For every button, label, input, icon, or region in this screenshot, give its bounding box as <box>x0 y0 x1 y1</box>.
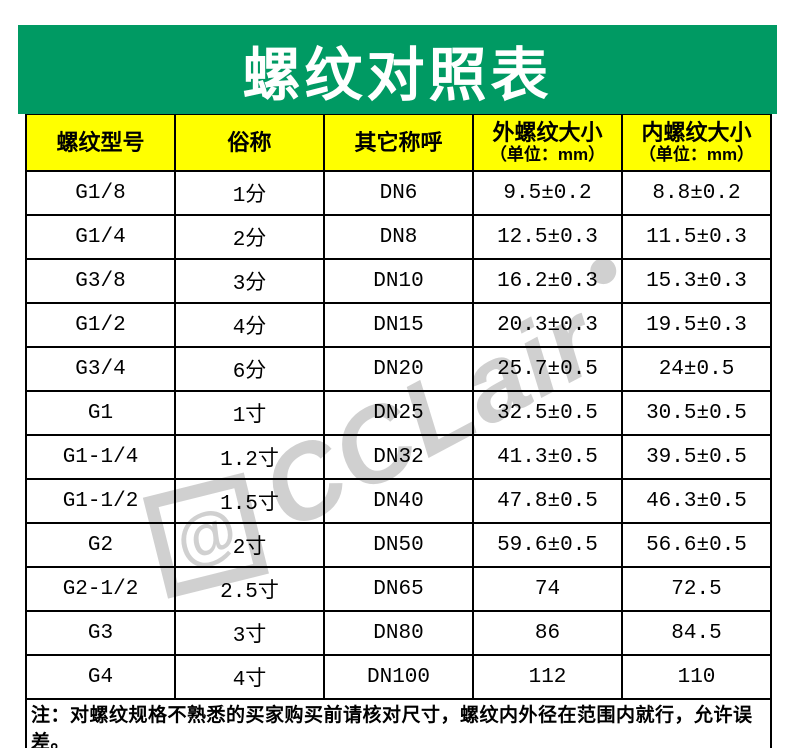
col-header-external-size: 外螺纹大小 （单位：mm） <box>472 113 623 172</box>
cell-model: G3 <box>25 610 176 656</box>
cell-common-name: 1寸 <box>174 390 325 436</box>
cell-internal-size: 110 <box>621 654 772 700</box>
note-text: 注：对螺纹规格不熟悉的买家购买前请核对尺寸，螺纹内外径在范围内就行，允许误差。 <box>25 698 772 748</box>
cell-model: G1-1/2 <box>25 478 176 524</box>
table-row: G1/2 4分 DN15 20.3±0.3 19.5±0.3 <box>25 302 772 348</box>
cell-external-size: 32.5±0.5 <box>472 390 623 436</box>
cell-model: G1/8 <box>25 170 176 216</box>
cell-model: G1/4 <box>25 214 176 260</box>
cell-internal-size: 19.5±0.3 <box>621 302 772 348</box>
col-header-internal-size: 内螺纹大小 （单位：mm） <box>621 113 772 172</box>
cell-external-size: 25.7±0.5 <box>472 346 623 392</box>
cell-common-name: 2寸 <box>174 522 325 568</box>
cell-internal-size: 39.5±0.5 <box>621 434 772 480</box>
cell-internal-size: 8.8±0.2 <box>621 170 772 216</box>
table-row: G1-1/2 1.5寸 DN40 47.8±0.5 46.3±0.5 <box>25 478 772 524</box>
cell-other-name: DN50 <box>323 522 474 568</box>
cell-external-size: 47.8±0.5 <box>472 478 623 524</box>
cell-common-name: 6分 <box>174 346 325 392</box>
cell-common-name: 2.5寸 <box>174 566 325 612</box>
cell-common-name: 3寸 <box>174 610 325 656</box>
col-header-other-name: 其它称呼 <box>323 113 474 172</box>
cell-internal-size: 72.5 <box>621 566 772 612</box>
cell-common-name: 3分 <box>174 258 325 304</box>
cell-external-size: 86 <box>472 610 623 656</box>
cell-common-name: 1.5寸 <box>174 478 325 524</box>
cell-common-name: 4寸 <box>174 654 325 700</box>
cell-common-name: 2分 <box>174 214 325 260</box>
cell-model: G3/8 <box>25 258 176 304</box>
cell-other-name: DN8 <box>323 214 474 260</box>
cell-external-size: 12.5±0.3 <box>472 214 623 260</box>
cell-other-name: DN15 <box>323 302 474 348</box>
cell-common-name: 4分 <box>174 302 325 348</box>
cell-other-name: DN25 <box>323 390 474 436</box>
cell-internal-size: 11.5±0.3 <box>621 214 772 260</box>
table-row: G1/8 1分 DN6 9.5±0.2 8.8±0.2 <box>25 170 772 216</box>
cell-internal-size: 30.5±0.5 <box>621 390 772 436</box>
cell-model: G1/2 <box>25 302 176 348</box>
col-header-model: 螺纹型号 <box>25 113 176 172</box>
table-row: G2-1/2 2.5寸 DN65 74 72.5 <box>25 566 772 612</box>
cell-other-name: DN80 <box>323 610 474 656</box>
cell-internal-size: 46.3±0.5 <box>621 478 772 524</box>
cell-external-size: 74 <box>472 566 623 612</box>
cell-model: G1 <box>25 390 176 436</box>
cell-other-name: DN32 <box>323 434 474 480</box>
cell-internal-size: 84.5 <box>621 610 772 656</box>
header-row: 螺纹型号 俗称 其它称呼 外螺纹大小 （单位：mm） 内螺纹大小 （单位：mm） <box>25 113 772 172</box>
table-row: G3/8 3分 DN10 16.2±0.3 15.3±0.3 <box>25 258 772 304</box>
cell-external-size: 112 <box>472 654 623 700</box>
cell-model: G3/4 <box>25 346 176 392</box>
cell-other-name: DN6 <box>323 170 474 216</box>
cell-external-size: 16.2±0.3 <box>472 258 623 304</box>
table-row: G3/4 6分 DN20 25.7±0.5 24±0.5 <box>25 346 772 392</box>
thread-comparison-table: 螺纹型号 俗称 其它称呼 外螺纹大小 （单位：mm） 内螺纹大小 （单位：mm） G… <box>25 113 772 748</box>
cell-external-size: 9.5±0.2 <box>472 170 623 216</box>
cell-model: G2 <box>25 522 176 568</box>
page-title: 螺纹对照表 <box>242 42 553 108</box>
cell-external-size: 41.3±0.5 <box>472 434 623 480</box>
cell-internal-size: 24±0.5 <box>621 346 772 392</box>
cell-external-size: 59.6±0.5 <box>472 522 623 568</box>
cell-internal-size: 15.3±0.3 <box>621 258 772 304</box>
cell-other-name: DN65 <box>323 566 474 612</box>
thread-comparison-table-wrap: 螺纹型号 俗称 其它称呼 外螺纹大小 （单位：mm） 内螺纹大小 （单位：mm） G… <box>25 113 772 748</box>
cell-model: G2-1/2 <box>25 566 176 612</box>
cell-model: G4 <box>25 654 176 700</box>
col-header-common-name: 俗称 <box>174 113 325 172</box>
cell-other-name: DN10 <box>323 258 474 304</box>
table-row: G2 2寸 DN50 59.6±0.5 56.6±0.5 <box>25 522 772 568</box>
cell-common-name: 1.2寸 <box>174 434 325 480</box>
table-row: G4 4寸 DN100 112 110 <box>25 654 772 700</box>
cell-internal-size: 56.6±0.5 <box>621 522 772 568</box>
table-row: G3 3寸 DN80 86 84.5 <box>25 610 772 656</box>
cell-other-name: DN20 <box>323 346 474 392</box>
table-row: G1 1寸 DN25 32.5±0.5 30.5±0.5 <box>25 390 772 436</box>
cell-other-name: DN100 <box>323 654 474 700</box>
table-row: G1/4 2分 DN8 12.5±0.3 11.5±0.3 <box>25 214 772 260</box>
cell-common-name: 1分 <box>174 170 325 216</box>
table-row: G1-1/4 1.2寸 DN32 41.3±0.5 39.5±0.5 <box>25 434 772 480</box>
cell-model: G1-1/4 <box>25 434 176 480</box>
title-banner: 螺纹对照表 <box>18 25 777 114</box>
cell-other-name: DN40 <box>323 478 474 524</box>
cell-external-size: 20.3±0.3 <box>472 302 623 348</box>
note-row: 注：对螺纹规格不熟悉的买家购买前请核对尺寸，螺纹内外径在范围内就行，允许误差。 <box>25 698 772 748</box>
